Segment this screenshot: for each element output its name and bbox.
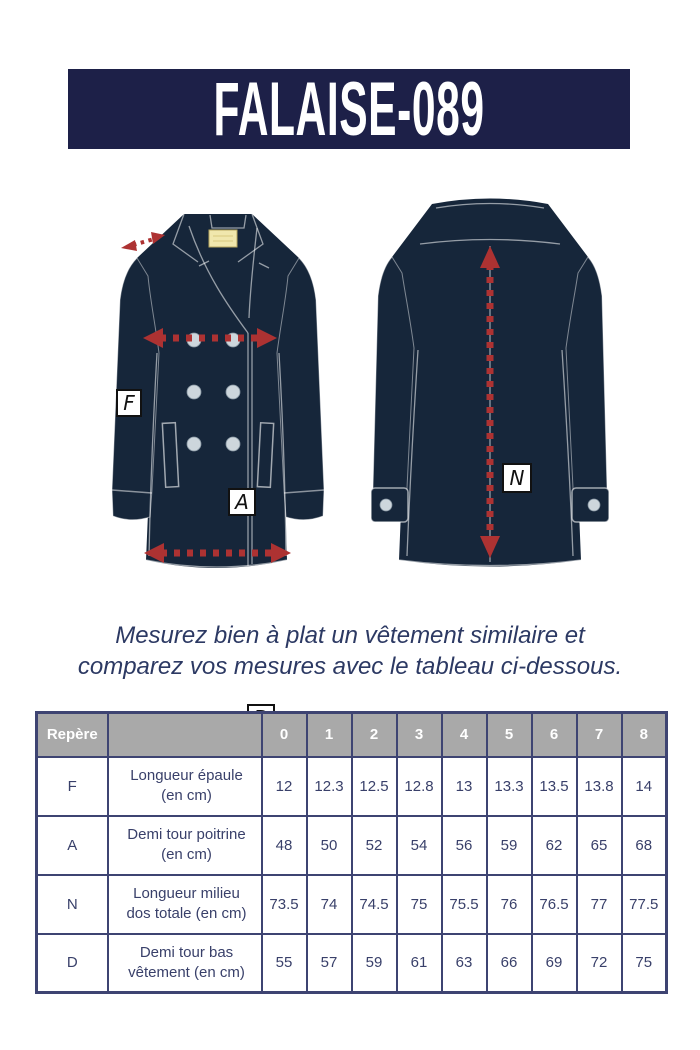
- row-n-label: Longueur milieu dos totale (en cm): [106, 873, 263, 935]
- size-table: Repère 0 1 2 3 4 5 6 7 8 F Longueur épau…: [35, 711, 668, 994]
- row-f-label: Longueur épaule (en cm): [106, 755, 263, 817]
- header-size-1: 1: [305, 711, 353, 758]
- front-pockets: [161, 421, 275, 489]
- row-n-value-0: 73.5: [260, 873, 308, 935]
- header-size-8: 8: [620, 711, 668, 758]
- header-size-4: 4: [440, 711, 488, 758]
- row-f-code: F: [35, 755, 109, 817]
- row-d-label: Demi tour bas vêtement (en cm): [106, 932, 263, 994]
- row-a-value-5: 59: [485, 814, 533, 876]
- measure-arrow-n: [480, 246, 500, 558]
- header-size-2: 2: [350, 711, 398, 758]
- row-a-value-1: 50: [305, 814, 353, 876]
- row-d-value-6: 69: [530, 932, 578, 994]
- coat-illustration-svg: [111, 198, 610, 568]
- header-size-5: 5: [485, 711, 533, 758]
- row-f-value-0: 12: [260, 755, 308, 817]
- row-a-value-8: 68: [620, 814, 668, 876]
- size-table-container: Repère 0 1 2 3 4 5 6 7 8 F Longueur épau…: [35, 711, 668, 994]
- instruction-line-2: comparez vos mesures avec le tableau ci-…: [77, 653, 623, 680]
- row-f-value-3: 12.8: [395, 755, 443, 817]
- row-d-value-8: 75: [620, 932, 668, 994]
- size-table-header-row: Repère 0 1 2 3 4 5 6 7 8: [35, 711, 668, 758]
- row-a-value-0: 48: [260, 814, 308, 876]
- row-n-code: N: [35, 873, 109, 935]
- row-n-value-5: 76: [485, 873, 533, 935]
- row-a-value-4: 56: [440, 814, 488, 876]
- row-n-value-2: 74.5: [350, 873, 398, 935]
- header-repere: Repère: [35, 711, 109, 758]
- row-d-value-7: 72: [575, 932, 623, 994]
- row-f-value-7: 13.8: [575, 755, 623, 817]
- header-size-0: 0: [260, 711, 308, 758]
- table-row-a: A Demi tour poitrine (en cm) 48 50 52 54…: [35, 814, 668, 876]
- row-f-value-1: 12.3: [305, 755, 353, 817]
- header-description: [106, 711, 263, 758]
- row-a-label: Demi tour poitrine (en cm): [106, 814, 263, 876]
- row-d-code: D: [35, 932, 109, 994]
- collar-brand-tag: [208, 229, 238, 248]
- row-a-value-6: 62: [530, 814, 578, 876]
- row-n-value-3: 75: [395, 873, 443, 935]
- row-d-value-0: 55: [260, 932, 308, 994]
- measure-arrow-f: [121, 232, 165, 251]
- row-f-value-8: 14: [620, 755, 668, 817]
- row-n-value-6: 76.5: [530, 873, 578, 935]
- row-d-value-5: 66: [485, 932, 533, 994]
- measure-label-a: A: [228, 488, 256, 516]
- instruction-line-1: Mesurez bien à plat un vêtement similair…: [115, 622, 585, 649]
- row-d-value-1: 57: [305, 932, 353, 994]
- row-d-value-4: 63: [440, 932, 488, 994]
- table-row-d: D Demi tour bas vêtement (en cm) 55 57 5…: [35, 932, 668, 994]
- table-row-f: F Longueur épaule (en cm) 12 12.3 12.5 1…: [35, 755, 668, 817]
- product-title: FALAISE-089: [213, 67, 485, 152]
- measure-arrow-d: [144, 543, 291, 563]
- coat-front-illustration: [111, 213, 325, 568]
- header-size-7: 7: [575, 711, 623, 758]
- table-row-n: N Longueur milieu dos totale (en cm) 73.…: [35, 873, 668, 935]
- header-size-6: 6: [530, 711, 578, 758]
- row-n-value-7: 77: [575, 873, 623, 935]
- row-n-value-4: 75.5: [440, 873, 488, 935]
- measure-label-n: N: [502, 463, 532, 493]
- row-f-value-2: 12.5: [350, 755, 398, 817]
- header-size-3: 3: [395, 711, 443, 758]
- row-a-value-7: 65: [575, 814, 623, 876]
- row-n-value-8: 77.5: [620, 873, 668, 935]
- measurement-diagram: F A D N: [0, 188, 700, 732]
- row-n-value-1: 74: [305, 873, 353, 935]
- measure-arrow-a: [143, 328, 277, 348]
- row-f-value-4: 13: [440, 755, 488, 817]
- row-a-value-2: 52: [350, 814, 398, 876]
- measure-label-f: F: [116, 389, 142, 417]
- row-f-value-5: 13.3: [485, 755, 533, 817]
- row-a-value-3: 54: [395, 814, 443, 876]
- row-d-value-2: 59: [350, 932, 398, 994]
- row-f-value-6: 13.5: [530, 755, 578, 817]
- row-a-code: A: [35, 814, 109, 876]
- measuring-instruction: Mesurez bien à plat un vêtement similair…: [0, 620, 700, 682]
- product-banner: FALAISE-089: [68, 67, 630, 152]
- row-d-value-3: 61: [395, 932, 443, 994]
